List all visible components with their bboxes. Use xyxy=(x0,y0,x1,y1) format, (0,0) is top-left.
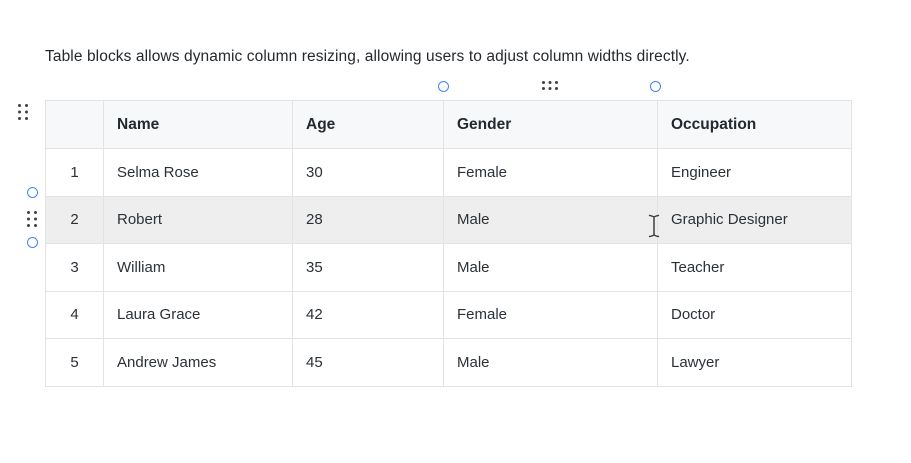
paragraph-block[interactable]: Table blocks allows dynamic column resiz… xyxy=(45,48,690,65)
cell-occupation[interactable]: Doctor xyxy=(657,290,852,339)
row-index[interactable]: 1 xyxy=(45,148,104,197)
cell-name[interactable]: Andrew James xyxy=(103,338,293,387)
column-header-age[interactable]: Age xyxy=(292,100,444,149)
cell-gender[interactable]: Female xyxy=(443,290,658,339)
cell-age[interactable]: 45 xyxy=(292,338,444,387)
insert-column-left-circle[interactable] xyxy=(438,81,449,92)
row-index[interactable]: 3 xyxy=(45,243,104,292)
table-row-highlighted: 2 Robert 28 Male Graphic Designer xyxy=(45,195,852,244)
cell-occupation[interactable]: Graphic Designer xyxy=(657,195,852,244)
column-header-occupation[interactable]: Occupation xyxy=(657,100,852,149)
table-row: 1 Selma Rose 30 Female Engineer xyxy=(45,148,852,197)
row-index[interactable]: 5 xyxy=(45,338,104,387)
table-row: 4 Laura Grace 42 Female Doctor xyxy=(45,290,852,339)
cell-name[interactable]: Selma Rose xyxy=(103,148,293,197)
block-drag-handle-icon[interactable] xyxy=(18,104,21,107)
cell-age[interactable]: 42 xyxy=(292,290,444,339)
row-index[interactable]: 4 xyxy=(45,290,104,339)
cell-occupation[interactable]: Teacher xyxy=(657,243,852,292)
cell-age[interactable]: 28 xyxy=(292,195,444,244)
cell-name[interactable]: William xyxy=(103,243,293,292)
cell-name[interactable]: Laura Grace xyxy=(103,290,293,339)
row-drag-handle-icon[interactable] xyxy=(27,211,30,214)
insert-row-below-circle[interactable] xyxy=(27,237,38,248)
insert-row-above-circle[interactable] xyxy=(27,187,38,198)
insert-column-right-circle[interactable] xyxy=(650,81,661,92)
header-row: Name Age Gender Occupation xyxy=(45,100,852,149)
cell-occupation[interactable]: Lawyer xyxy=(657,338,852,387)
cell-gender[interactable]: Female xyxy=(443,148,658,197)
table-row: 3 William 35 Male Teacher xyxy=(45,243,852,292)
cell-occupation[interactable]: Engineer xyxy=(657,148,852,197)
row-index[interactable]: 2 xyxy=(45,195,104,244)
cell-name[interactable]: Robert xyxy=(103,195,293,244)
text-cursor-icon xyxy=(648,214,660,243)
cell-gender[interactable]: Male xyxy=(443,243,658,292)
cell-age[interactable]: 30 xyxy=(292,148,444,197)
column-header-name[interactable]: Name xyxy=(103,100,293,149)
data-table: Name Age Gender Occupation 1 Selma Rose … xyxy=(45,100,852,387)
column-header-gender[interactable]: Gender xyxy=(443,100,658,149)
cell-age[interactable]: 35 xyxy=(292,243,444,292)
table-row: 5 Andrew James 45 Male Lawyer xyxy=(45,338,852,387)
index-column-header[interactable] xyxy=(45,100,104,149)
cell-gender[interactable]: Male xyxy=(443,338,658,387)
column-drag-handle-icon[interactable] xyxy=(542,81,545,84)
cell-gender[interactable]: Male xyxy=(443,195,658,244)
